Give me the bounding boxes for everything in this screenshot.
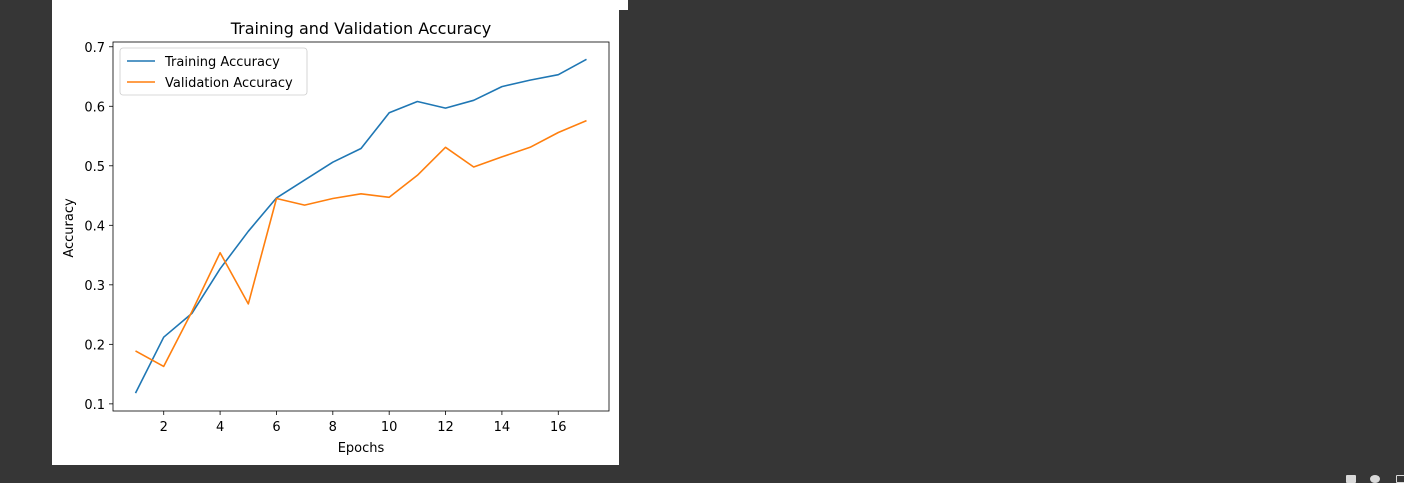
y-tick-label: 0.2	[84, 338, 105, 353]
y-axis: 0.1 0.2 0.3 0.4 0.5 0.6 0.7	[84, 41, 113, 413]
line-chart: Training and Validation Accuracy 2 4 6 8 10 1…	[62, 19, 610, 456]
x-axis-label: Epochs	[338, 441, 385, 456]
y-tick-label: 0.3	[84, 279, 105, 294]
x-tick-label: 2	[160, 420, 168, 435]
y-tick-label: 0.5	[84, 160, 105, 175]
x-axis: 2 4 6 8 10 12 14 16	[160, 411, 567, 435]
legend-box	[119, 47, 308, 96]
plot-area	[112, 41, 610, 412]
figure-toolbar	[1256, 472, 1404, 483]
y-tick-label: 0.4	[84, 219, 105, 234]
legend: Training Accuracy Validation Accuracy	[119, 47, 308, 96]
series-layer	[134, 58, 587, 394]
y-tick-label: 0.7	[84, 41, 105, 56]
legend-label-validation: Validation Accuracy	[165, 76, 293, 91]
x-tick-label: 16	[550, 420, 567, 435]
x-tick-label: 8	[329, 420, 337, 435]
chart-figure: Training and Validation Accuracy 2 4 6 8 10 1…	[52, 0, 619, 465]
save-icon[interactable]	[1346, 475, 1356, 483]
chart-title: Training and Validation Accuracy	[230, 19, 492, 38]
x-tick-label: 6	[272, 420, 280, 435]
settings-icon[interactable]	[1370, 475, 1380, 483]
x-tick-label: 12	[437, 420, 454, 435]
x-tick-label: 14	[494, 420, 511, 435]
y-tick-label: 0.6	[84, 100, 105, 115]
y-axis-label: Accuracy	[62, 198, 77, 258]
y-tick-label: 0.1	[84, 398, 105, 413]
legend-label-training: Training Accuracy	[164, 55, 280, 70]
window-icon[interactable]	[1396, 475, 1404, 483]
x-tick-label: 10	[381, 420, 398, 435]
training-accuracy-line	[134, 58, 587, 394]
x-tick-label: 4	[216, 420, 224, 435]
validation-accuracy-line	[135, 119, 587, 368]
